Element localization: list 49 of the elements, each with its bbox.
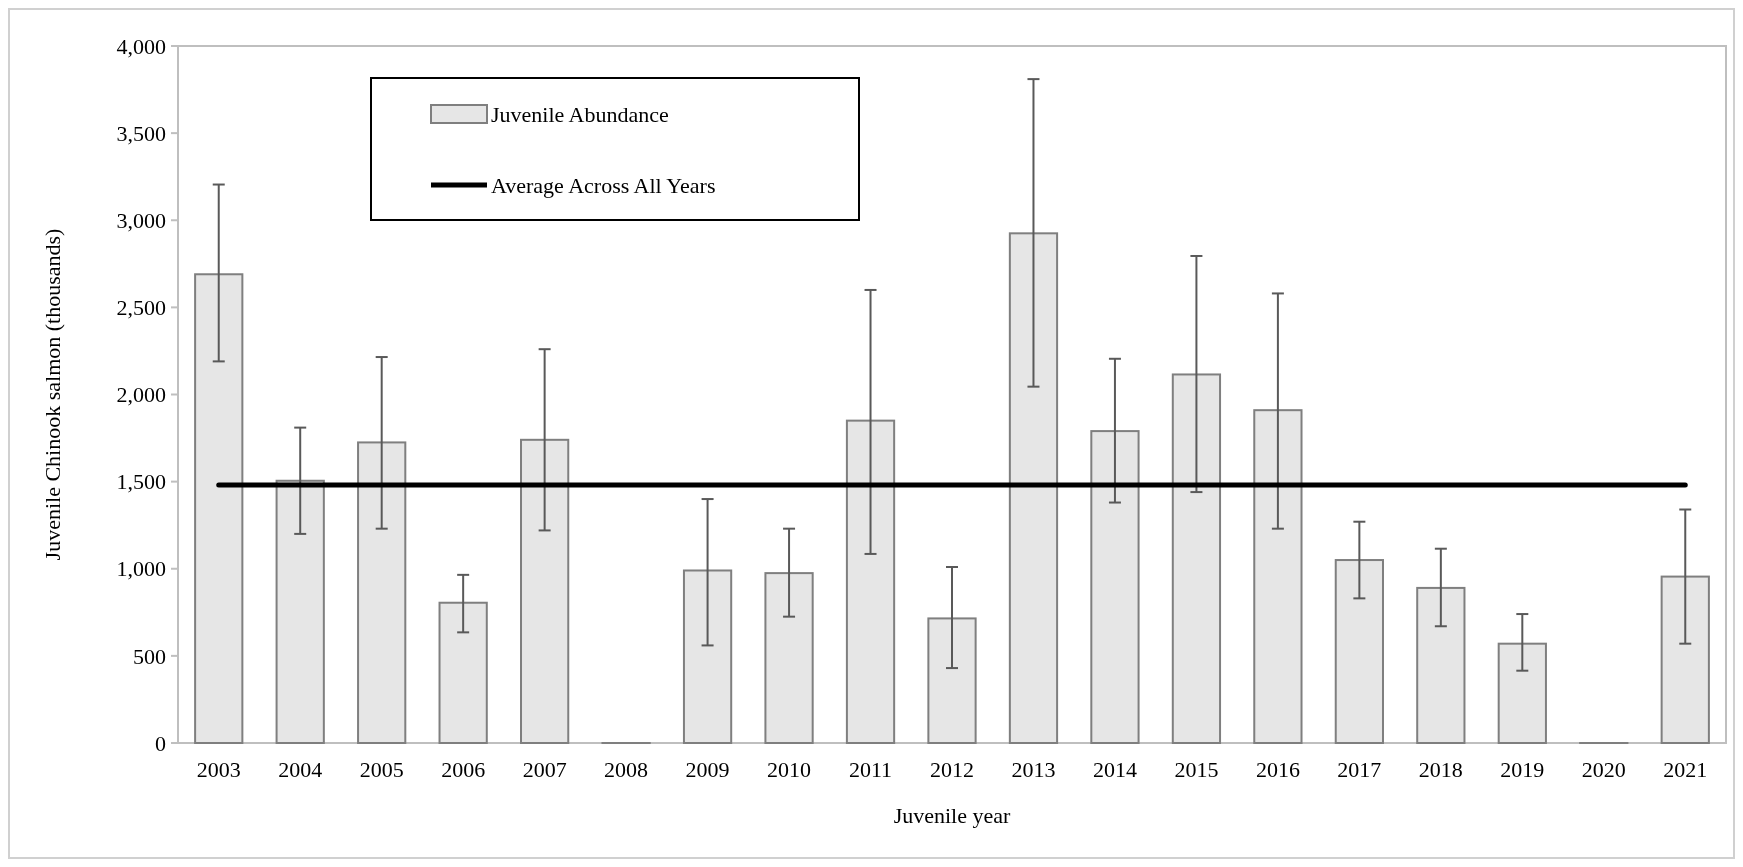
y-tick-label: 3,000 xyxy=(116,207,166,233)
bar xyxy=(194,273,244,744)
bar xyxy=(1090,430,1140,744)
y-tick-label: 0 xyxy=(155,730,166,756)
x-tick-label: 2020 xyxy=(1581,757,1626,782)
bar xyxy=(1660,575,1710,744)
x-tick-label: 2003 xyxy=(196,757,241,782)
x-tick-label: 2017 xyxy=(1337,757,1382,782)
x-tick-label: 2016 xyxy=(1255,757,1300,782)
x-tick-label: 2008 xyxy=(604,757,649,782)
y-axis-title: Juvenile Chinook salmon (thousands) xyxy=(40,228,65,561)
y-tick-label: 1,000 xyxy=(116,556,166,582)
x-tick-label: 2004 xyxy=(278,757,323,782)
x-tick-label: 2014 xyxy=(1092,757,1137,782)
x-tick-label: 2015 xyxy=(1174,757,1219,782)
bar xyxy=(682,569,733,744)
x-tick-label: 2010 xyxy=(767,757,812,782)
bar xyxy=(357,441,407,744)
legend-label: Juvenile Abundance xyxy=(491,101,669,127)
x-tick-label: 2021 xyxy=(1663,757,1708,782)
x-tick-label: 2013 xyxy=(1011,757,1056,782)
bar xyxy=(1497,642,1547,744)
bar xyxy=(1171,373,1222,744)
y-tick-label: 2,500 xyxy=(116,295,166,321)
bar xyxy=(845,419,896,744)
bar xyxy=(520,438,570,744)
y-tick-label: 2,000 xyxy=(116,382,166,408)
legend-label: Average Across All Years xyxy=(491,172,716,198)
bar xyxy=(438,601,488,744)
x-tick-label: 2018 xyxy=(1418,757,1463,782)
bar xyxy=(927,617,977,744)
x-tick-label: 2005 xyxy=(359,757,404,782)
bar xyxy=(275,479,325,744)
x-tick-label: 2009 xyxy=(685,757,730,782)
y-tick-label: 500 xyxy=(133,643,166,669)
x-tick-label: 2019 xyxy=(1500,757,1545,782)
y-tick-label: 1,500 xyxy=(116,469,166,495)
x-tick-label: 2012 xyxy=(930,757,974,782)
bar xyxy=(1416,586,1466,744)
bar xyxy=(1008,232,1059,744)
x-tick-label: 2011 xyxy=(848,757,893,782)
bar xyxy=(764,572,814,744)
x-axis-title: Juvenile year xyxy=(893,803,1012,828)
y-tick-label: 4,000 xyxy=(116,33,166,59)
bar xyxy=(1334,559,1384,744)
x-tick-label: 2007 xyxy=(522,757,567,782)
y-tick-label: 3,500 xyxy=(116,120,166,146)
x-tick-label: 2006 xyxy=(441,757,486,782)
bar xyxy=(1253,409,1303,744)
